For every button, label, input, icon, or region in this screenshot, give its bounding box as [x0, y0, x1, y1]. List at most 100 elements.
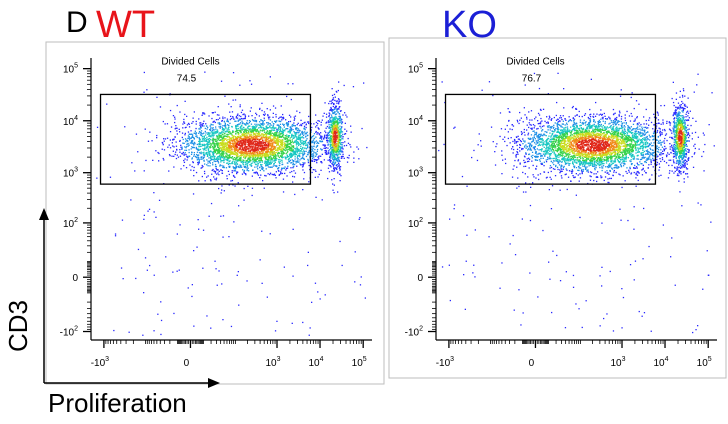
event-dot	[214, 178, 216, 180]
event-dot	[336, 117, 338, 119]
event-dot	[309, 140, 311, 142]
event-dot	[267, 124, 269, 126]
event-dot	[187, 143, 189, 145]
event-dot	[209, 132, 211, 134]
event-dot	[231, 134, 233, 136]
event-dot	[323, 137, 325, 139]
event-dot	[219, 157, 222, 159]
event-dot	[219, 147, 221, 149]
event-dot	[320, 155, 322, 157]
event-dot	[328, 131, 331, 133]
event-dot	[499, 135, 501, 138]
event-dot	[311, 155, 313, 157]
event-dot	[285, 149, 287, 151]
event-dot	[268, 160, 270, 162]
event-dot	[286, 144, 288, 146]
event-dot	[193, 155, 195, 157]
event-dot	[269, 159, 272, 161]
event-dot	[341, 155, 343, 158]
event-dot	[222, 143, 225, 145]
event-dot	[205, 147, 207, 149]
event-dot	[201, 164, 203, 167]
event-dot	[253, 128, 255, 130]
event-dot	[229, 132, 232, 134]
event-dot	[290, 141, 293, 144]
event-dot	[308, 146, 311, 148]
event-dot	[204, 127, 206, 130]
event-dot	[269, 76, 271, 78]
event-dot	[247, 147, 250, 149]
event-dot	[267, 144, 269, 146]
event-dot	[205, 132, 207, 134]
event-dot	[495, 145, 497, 148]
event-dot	[222, 117, 224, 120]
event-dot	[329, 117, 331, 119]
event-dot	[236, 130, 238, 132]
event-dot	[324, 294, 326, 296]
event-dot	[323, 135, 326, 138]
event-dot	[645, 108, 647, 111]
event-dot	[245, 138, 247, 140]
event-dot	[269, 135, 272, 137]
event-dot	[334, 154, 336, 156]
event-dot	[188, 137, 190, 139]
event-dot	[234, 185, 236, 187]
event-dot	[254, 136, 256, 138]
event-dot	[179, 151, 181, 153]
event-dot	[295, 128, 297, 130]
event-dot	[332, 161, 334, 164]
event-dot	[321, 136, 323, 138]
event-dot	[274, 159, 276, 161]
event-dot	[700, 204, 702, 206]
event-dot	[223, 128, 225, 130]
event-dot	[289, 140, 291, 142]
event-dot	[671, 170, 673, 172]
event-dot	[348, 154, 350, 157]
event-dot	[330, 152, 332, 154]
event-dot	[675, 98, 677, 100]
event-dot	[335, 105, 337, 107]
event-dot	[278, 167, 280, 169]
event-dot	[205, 140, 207, 142]
event-dot	[234, 161, 236, 163]
event-dot	[249, 125, 251, 127]
event-dot	[243, 149, 245, 151]
event-dot	[249, 156, 251, 159]
event-dot	[203, 136, 205, 138]
event-dot	[212, 124, 214, 126]
event-dot	[188, 149, 190, 151]
event-dot	[218, 139, 220, 141]
event-dot	[333, 192, 335, 194]
event-dot	[347, 142, 350, 144]
event-dot	[313, 151, 315, 153]
event-dot	[216, 169, 218, 171]
event-dot	[255, 121, 258, 123]
event-dot	[184, 152, 186, 154]
event-dot	[240, 127, 242, 129]
event-dot	[215, 179, 217, 181]
event-dot	[359, 217, 361, 219]
event-dot	[269, 139, 271, 142]
event-dot	[330, 100, 333, 102]
event-dot	[253, 172, 255, 174]
event-dot	[307, 147, 309, 149]
event-dot	[213, 155, 215, 157]
event-dot	[307, 158, 309, 161]
event-dot	[224, 135, 227, 137]
event-dot	[199, 128, 201, 130]
event-dot	[220, 132, 222, 135]
event-dot	[226, 158, 228, 160]
event-dot	[677, 173, 679, 175]
event-dot	[274, 120, 276, 122]
event-dot	[252, 152, 254, 154]
event-dot	[250, 128, 252, 130]
event-dot	[315, 159, 318, 161]
event-dot	[191, 284, 193, 286]
event-dot	[336, 144, 338, 146]
event-dot	[340, 157, 342, 159]
event-dot	[256, 130, 258, 132]
event-dot	[182, 151, 184, 154]
event-dot	[344, 133, 346, 135]
event-dot	[324, 147, 327, 150]
event-dot	[332, 164, 335, 166]
